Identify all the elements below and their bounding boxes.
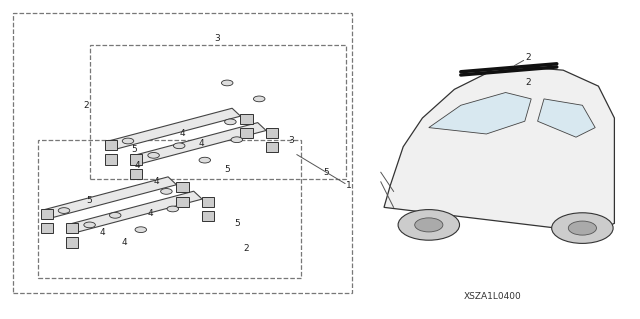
Circle shape (148, 152, 159, 158)
Polygon shape (40, 209, 53, 219)
Circle shape (135, 227, 147, 233)
Circle shape (221, 80, 233, 86)
Polygon shape (202, 197, 214, 207)
Circle shape (253, 96, 265, 102)
Circle shape (161, 189, 172, 194)
Polygon shape (240, 128, 253, 138)
Circle shape (415, 218, 443, 232)
Text: 4: 4 (199, 139, 204, 148)
Text: XSZA1L0400: XSZA1L0400 (464, 292, 522, 301)
Circle shape (122, 138, 134, 144)
Circle shape (173, 143, 185, 149)
Text: 5: 5 (225, 165, 230, 174)
Polygon shape (130, 169, 143, 179)
Circle shape (167, 206, 179, 212)
Text: 4: 4 (122, 238, 127, 247)
Text: 5: 5 (132, 145, 137, 154)
Polygon shape (240, 114, 253, 124)
Text: 4: 4 (180, 130, 185, 138)
Polygon shape (104, 140, 117, 150)
Polygon shape (40, 223, 53, 233)
Text: 3: 3 (215, 34, 220, 43)
Polygon shape (130, 154, 143, 165)
Polygon shape (176, 182, 189, 192)
Text: 4: 4 (154, 177, 159, 186)
Polygon shape (108, 108, 241, 149)
Text: 4: 4 (135, 161, 140, 170)
Polygon shape (66, 223, 79, 233)
Text: 5: 5 (87, 197, 92, 205)
Circle shape (568, 221, 596, 235)
Text: 5: 5 (234, 219, 239, 228)
Polygon shape (266, 128, 278, 138)
Polygon shape (202, 211, 214, 221)
Circle shape (199, 157, 211, 163)
Polygon shape (69, 191, 202, 232)
Circle shape (58, 208, 70, 213)
Polygon shape (538, 99, 595, 137)
Polygon shape (429, 93, 531, 134)
Text: 5: 5 (324, 168, 329, 177)
Polygon shape (384, 67, 614, 233)
Polygon shape (44, 177, 177, 218)
Text: 4: 4 (148, 209, 153, 218)
Circle shape (109, 212, 121, 218)
Polygon shape (176, 197, 189, 207)
Text: 2: 2 (525, 78, 531, 87)
Text: 1: 1 (346, 181, 351, 189)
Text: 2: 2 (244, 244, 249, 253)
Polygon shape (104, 154, 117, 165)
Circle shape (398, 210, 460, 240)
Polygon shape (133, 122, 266, 163)
Text: 3: 3 (289, 136, 294, 145)
Text: 4: 4 (100, 228, 105, 237)
Text: 2: 2 (525, 53, 531, 62)
Circle shape (225, 119, 236, 125)
Circle shape (231, 137, 243, 143)
Circle shape (552, 213, 613, 243)
Polygon shape (66, 237, 79, 248)
Polygon shape (266, 142, 278, 152)
Circle shape (84, 222, 95, 228)
Text: 2: 2 (84, 101, 89, 110)
